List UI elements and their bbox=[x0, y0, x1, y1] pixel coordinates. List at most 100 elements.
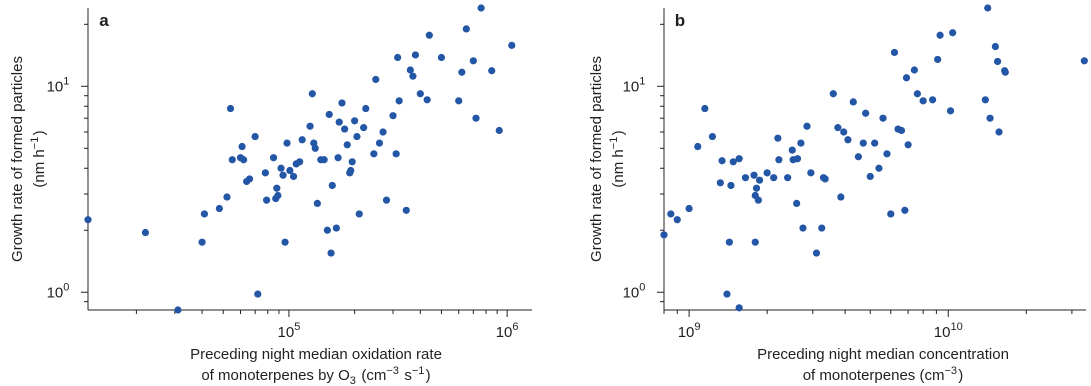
data-point bbox=[335, 118, 343, 126]
data-point bbox=[351, 117, 359, 125]
data-point bbox=[829, 90, 837, 98]
data-point bbox=[840, 128, 848, 136]
data-point bbox=[919, 97, 927, 105]
data-point bbox=[797, 139, 805, 147]
data-point bbox=[343, 141, 351, 149]
data-point bbox=[240, 156, 248, 164]
data-point bbox=[306, 122, 314, 130]
x-tick-label: 109 bbox=[678, 321, 701, 341]
data-point bbox=[228, 156, 236, 164]
data-point bbox=[495, 126, 503, 135]
y-axis-title-line1: Growth rate of formed particles bbox=[588, 56, 605, 262]
data-point bbox=[844, 136, 852, 144]
data-point bbox=[799, 224, 807, 232]
x-tick-label: 106 bbox=[496, 321, 519, 341]
data-point bbox=[803, 122, 811, 130]
data-point bbox=[934, 55, 942, 64]
data-point bbox=[993, 57, 1002, 66]
data-point bbox=[887, 210, 895, 218]
panel-letter: b bbox=[675, 11, 685, 30]
data-point bbox=[904, 141, 912, 149]
data-point bbox=[355, 210, 363, 218]
data-point bbox=[298, 136, 306, 144]
data-point bbox=[323, 226, 331, 234]
data-point bbox=[308, 90, 316, 98]
data-point bbox=[897, 126, 906, 135]
data-point bbox=[784, 174, 792, 182]
data-point bbox=[382, 196, 391, 204]
data-point bbox=[394, 53, 402, 62]
y-tick-label: 101 bbox=[623, 75, 646, 95]
data-point bbox=[84, 216, 92, 224]
data-point bbox=[701, 104, 709, 113]
data-point bbox=[395, 97, 403, 105]
y-axis-title-line2: (nm h−1 ) bbox=[29, 130, 48, 187]
data-point bbox=[718, 157, 726, 165]
data-point bbox=[890, 48, 899, 57]
data-point bbox=[879, 114, 887, 122]
y-axis-title-line2: (nm h−1 ) bbox=[608, 130, 627, 187]
data-point bbox=[370, 150, 378, 158]
data-point bbox=[725, 238, 733, 246]
data-point bbox=[991, 42, 999, 51]
data-point bbox=[793, 199, 801, 208]
data-point bbox=[389, 112, 397, 120]
data-point bbox=[251, 132, 259, 141]
data-point bbox=[341, 125, 349, 133]
data-point bbox=[469, 57, 477, 65]
data-point bbox=[455, 97, 463, 105]
data-point bbox=[416, 90, 424, 98]
scatter-panel-a: 105 106 100 101 a Preceding night median oxid… bbox=[9, 4, 532, 386]
data-point bbox=[313, 199, 321, 208]
data-point bbox=[223, 193, 231, 201]
y-axis-title-line1: Growth rate of formed particles bbox=[9, 56, 26, 262]
data-point bbox=[774, 134, 782, 142]
data-point bbox=[320, 156, 328, 164]
data-point bbox=[261, 169, 269, 177]
data-point bbox=[729, 158, 737, 166]
data-point bbox=[286, 166, 294, 175]
data-point bbox=[198, 238, 206, 246]
data-point bbox=[325, 110, 333, 119]
data-point bbox=[273, 184, 281, 192]
data-point bbox=[755, 176, 764, 184]
x-tick-label: 1010 bbox=[934, 321, 963, 341]
data-point bbox=[409, 72, 417, 80]
data-point bbox=[981, 96, 989, 104]
data-point bbox=[723, 290, 731, 298]
data-point bbox=[735, 304, 743, 312]
data-point bbox=[279, 171, 287, 179]
data-point bbox=[741, 174, 750, 182]
data-point bbox=[262, 196, 271, 204]
data-point bbox=[332, 224, 340, 232]
data-point bbox=[277, 164, 285, 172]
y-tick-label: 100 bbox=[623, 281, 646, 301]
data-point bbox=[1001, 68, 1009, 76]
data-point bbox=[694, 142, 702, 151]
data-point bbox=[392, 150, 400, 158]
data-point bbox=[854, 153, 862, 161]
scatter-panel-b: 109 1010 100 101 b Preceding night median con… bbox=[588, 4, 1088, 384]
data-point bbox=[488, 67, 496, 75]
data-point bbox=[508, 41, 516, 49]
data-point bbox=[849, 98, 857, 106]
data-point bbox=[667, 210, 675, 218]
data-point bbox=[462, 25, 470, 33]
data-point bbox=[949, 29, 957, 37]
data-point bbox=[763, 169, 771, 177]
data-point bbox=[708, 132, 717, 141]
data-point bbox=[174, 306, 182, 314]
y-tick-label: 101 bbox=[47, 75, 70, 95]
x-tick-label: 105 bbox=[278, 321, 301, 341]
data-point bbox=[812, 249, 821, 257]
data-point bbox=[338, 99, 346, 107]
data-point bbox=[283, 139, 291, 147]
data-point bbox=[821, 175, 829, 183]
data-point bbox=[362, 104, 370, 113]
data-point bbox=[372, 75, 380, 84]
data-point bbox=[353, 132, 361, 141]
data-point bbox=[296, 158, 304, 166]
data-point bbox=[859, 139, 867, 147]
data-point bbox=[274, 191, 282, 200]
